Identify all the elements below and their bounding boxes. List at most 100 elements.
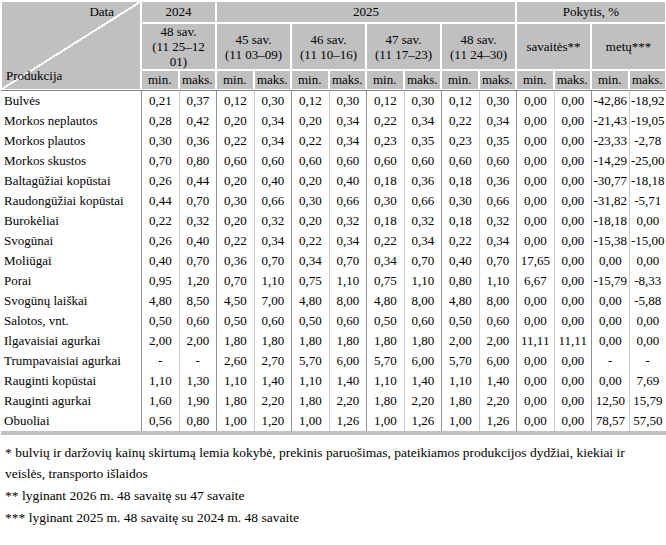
cell-value: 0,22 [366, 231, 404, 251]
table-row: Svogūnai0,260,400,220,340,220,340,220,34… [1, 231, 666, 251]
header-min: min. [291, 70, 329, 90]
cell-value: 1,40 [404, 371, 442, 391]
header-max: maks. [329, 70, 367, 90]
cell-value: 0,18 [366, 211, 404, 231]
cell-value: -15,00 [629, 231, 666, 251]
cell-value: 2,20 [329, 391, 367, 411]
header-group-pokytis: Pokytis, % [516, 1, 666, 23]
cell-value: 1,20 [254, 411, 292, 431]
cell-value: 0,00 [516, 391, 554, 411]
cell-value: 0,44 [141, 191, 179, 211]
cell-value: 0,00 [591, 371, 629, 391]
cell-value: 0,60 [254, 311, 292, 331]
cell-value: 1,10 [216, 371, 254, 391]
cell-value: 0,00 [554, 151, 592, 171]
footnote-price-difference: * bulvių ir daržovių kainų skirtumą lemi… [5, 442, 664, 484]
cell-value: 0,50 [366, 311, 404, 331]
cell-value: 0,60 [329, 311, 367, 331]
row-label: Baltagūžiai kopūstai [1, 171, 141, 191]
cell-value: 1,10 [141, 371, 179, 391]
cell-value: -19,05 [629, 111, 666, 131]
cell-value: 1,20 [179, 271, 217, 291]
cell-value: 0,18 [366, 171, 404, 191]
cell-value: 0,60 [441, 151, 479, 171]
table-body: Bulvės0,210,370,120,300,120,300,120,300,… [1, 90, 666, 431]
cell-value: -14,29 [591, 151, 629, 171]
cell-value: 0,34 [254, 131, 292, 151]
cell-value: 8,50 [179, 291, 217, 311]
header-period: 46 sav.(11 10–16) [291, 23, 366, 70]
cell-value: 0,00 [516, 231, 554, 251]
row-label: Morkos plautos [1, 131, 141, 151]
cell-value: 0,00 [554, 131, 592, 151]
header-max: maks. [479, 70, 517, 90]
cell-value: 6,00 [479, 351, 517, 371]
cell-value: 0,21 [141, 90, 179, 111]
cell-value: 1,80 [254, 331, 292, 351]
cell-value: 0,30 [291, 191, 329, 211]
cell-value: 0,60 [479, 151, 517, 171]
cell-value: 1,80 [366, 391, 404, 411]
cell-value: 1,10 [254, 271, 292, 291]
cell-value: 0,00 [554, 251, 592, 271]
header-group-2025: 2025 [216, 1, 516, 23]
cell-value: 0,80 [179, 151, 217, 171]
cell-value: 17,65 [516, 251, 554, 271]
table-row: Raudongūžiai kopūstai0,440,700,300,660,3… [1, 191, 666, 211]
cell-value: 1,00 [366, 411, 404, 431]
cell-value: 0,60 [179, 311, 217, 331]
cell-value: 0,40 [179, 231, 217, 251]
row-label: Burokėliai [1, 211, 141, 231]
cell-value: 0,42 [179, 111, 217, 131]
cell-value: 1,80 [441, 391, 479, 411]
header-period: 47 sav.(11 17–23) [366, 23, 441, 70]
cell-value: 0,66 [404, 191, 442, 211]
cell-value: 0,00 [554, 371, 592, 391]
cell-value: 0,22 [141, 211, 179, 231]
table-row: Rauginti agurkai1,601,901,802,201,802,20… [1, 391, 666, 411]
cell-value: 1,10 [329, 271, 367, 291]
cell-value: 0,18 [441, 211, 479, 231]
header-period: 45 sav.(11 03–09) [216, 23, 291, 70]
cell-value: 0,00 [554, 411, 592, 431]
period-title: metų*** [606, 39, 652, 54]
cell-value: 0,00 [516, 111, 554, 131]
cell-value: 57,50 [629, 411, 666, 431]
cell-value: 0,22 [441, 111, 479, 131]
row-label: Moliūgai [1, 251, 141, 271]
cell-value: 0,40 [254, 171, 292, 191]
cell-value: 2,60 [216, 351, 254, 371]
cell-value: 0,70 [479, 251, 517, 271]
cell-value: 12,50 [591, 391, 629, 411]
period-range: (11 10–16) [300, 47, 357, 62]
table-row: Porai0,951,200,701,100,751,100,751,100,8… [1, 271, 666, 291]
cell-value: 8,00 [479, 291, 517, 311]
cell-value: 1,80 [404, 331, 442, 351]
cell-value: 0,66 [479, 191, 517, 211]
cell-value: 0,00 [516, 311, 554, 331]
cell-value: 0,70 [141, 151, 179, 171]
period-range: (11 17–23) [375, 47, 432, 62]
cell-value: 0,34 [404, 111, 442, 131]
cell-value: 0,30 [404, 90, 442, 111]
cell-value: 2,00 [141, 331, 179, 351]
row-label: Rauginti kopūstai [1, 371, 141, 391]
cell-value: 1,30 [179, 371, 217, 391]
corner-cell: DataProdukcija [1, 1, 141, 90]
cell-value: 0,00 [554, 391, 592, 411]
cell-value: 0,20 [291, 171, 329, 191]
cell-value: 0,37 [179, 90, 217, 111]
header-min: min. [591, 70, 629, 90]
corner-produkcija-label: Produkcija [6, 68, 62, 84]
cell-value: 0,00 [591, 291, 629, 311]
header-max: maks. [254, 70, 292, 90]
cell-value: 0,70 [179, 191, 217, 211]
header-max: maks. [629, 70, 666, 90]
cell-value: -21,43 [591, 111, 629, 131]
cell-value: 1,40 [329, 371, 367, 391]
cell-value: 0,20 [216, 171, 254, 191]
cell-value: - [141, 351, 179, 371]
cell-value: 1,80 [216, 391, 254, 411]
cell-value: 6,00 [404, 351, 442, 371]
cell-value: 0,34 [254, 111, 292, 131]
